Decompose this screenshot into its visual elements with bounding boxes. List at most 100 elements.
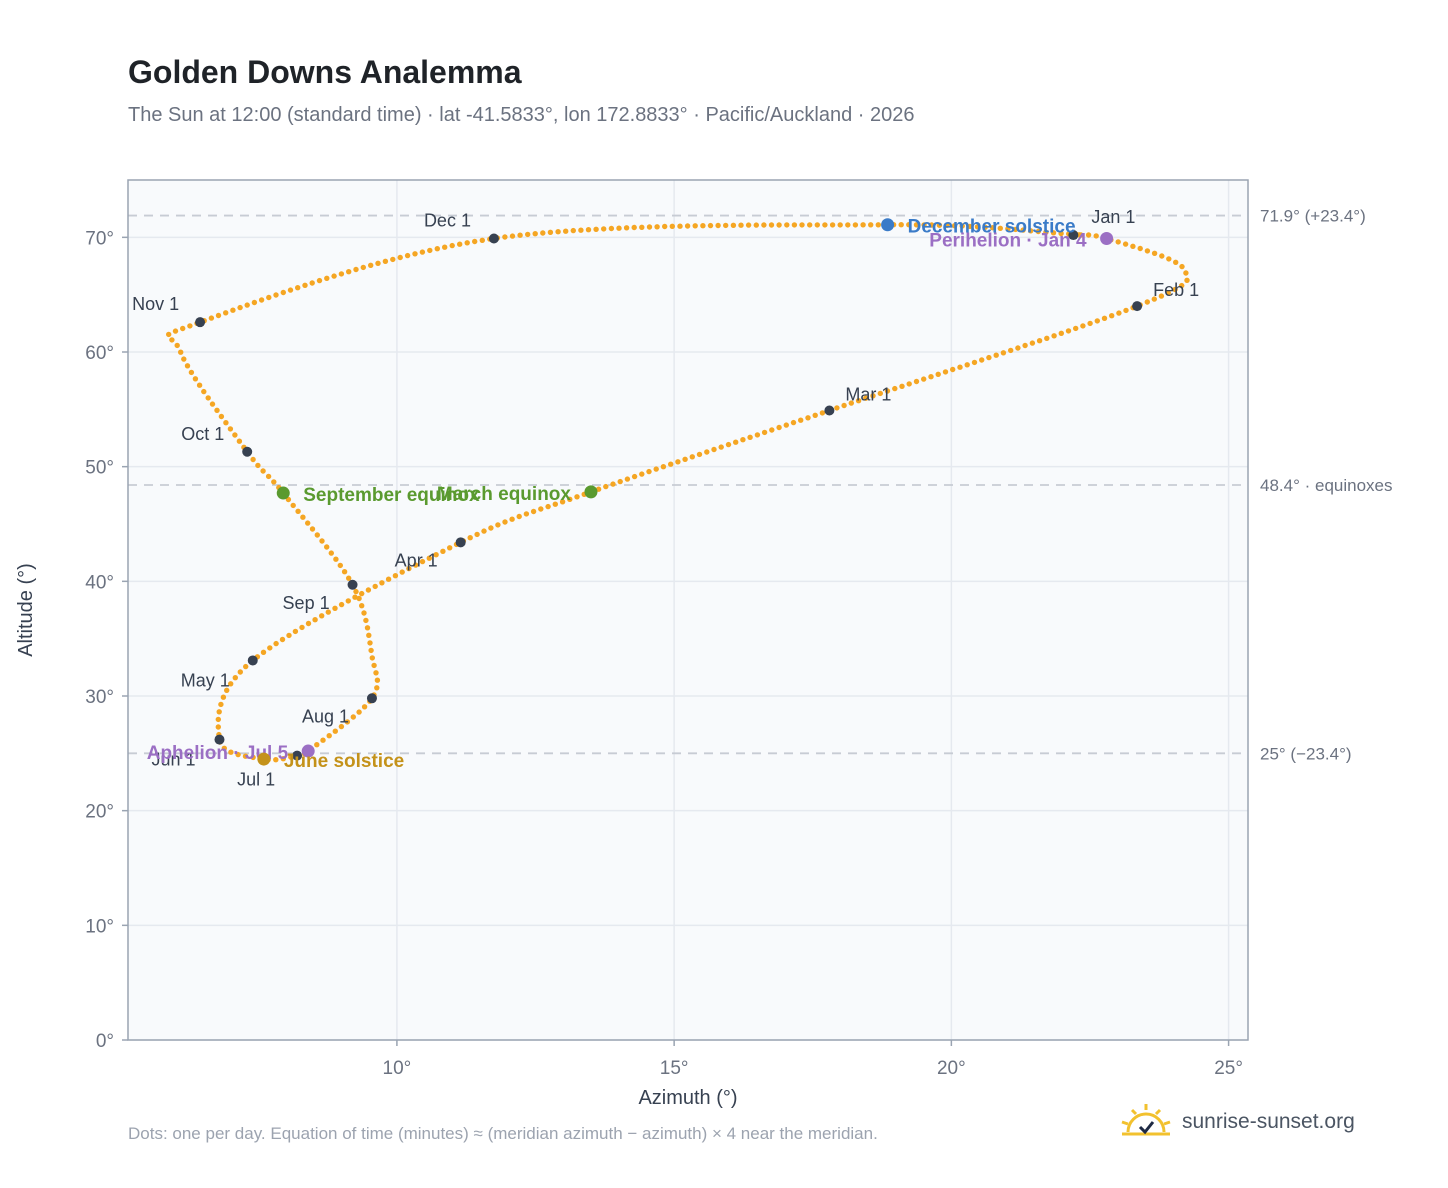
daily-dot xyxy=(1029,340,1036,346)
daily-dot xyxy=(314,532,320,538)
daily-dot xyxy=(1085,232,1092,238)
daily-dot xyxy=(1166,256,1172,262)
daily-dot xyxy=(464,240,470,246)
daily-dot xyxy=(227,426,234,432)
daily-dot xyxy=(768,222,775,228)
daily-dot xyxy=(353,588,359,595)
daily-dot xyxy=(715,222,721,229)
daily-dot xyxy=(364,625,371,631)
daily-dot xyxy=(209,401,216,407)
daily-dot xyxy=(1022,342,1028,349)
daily-dot xyxy=(374,685,380,691)
month-marker-label: Sep 1 xyxy=(283,593,330,613)
event-marker-label: December solstice xyxy=(908,217,1076,238)
daily-dot xyxy=(863,395,869,401)
daily-dot xyxy=(302,282,308,288)
daily-dot xyxy=(273,292,279,298)
axis-ticks: 10° 15° 20° 25° 0° 10° 20° 30° 40° 50° 60° 70° xyxy=(85,228,1243,1079)
x-tick-label: 20° xyxy=(937,1058,966,1079)
daily-dot xyxy=(509,516,515,522)
daily-dot xyxy=(180,325,186,332)
daily-dot xyxy=(363,617,369,624)
daily-dot xyxy=(1122,241,1129,247)
daily-dot xyxy=(993,352,999,358)
daily-dot xyxy=(516,513,522,520)
daily-dot xyxy=(1184,277,1190,283)
daily-dot xyxy=(892,385,898,392)
daily-dot xyxy=(223,420,229,426)
daily-dot xyxy=(875,222,881,228)
daily-dot xyxy=(870,393,876,399)
daily-dot xyxy=(172,328,179,334)
daily-dot xyxy=(1087,320,1093,327)
chart-subtitle: The Sun at 12:00 (standard time) · lat -… xyxy=(128,104,915,126)
daily-dot xyxy=(559,499,566,505)
daily-dot xyxy=(704,449,710,455)
daily-dot xyxy=(279,636,286,643)
daily-dot xyxy=(1123,307,1129,314)
daily-dot xyxy=(1165,290,1172,296)
brand-logo[interactable]: sunrise-sunset.org xyxy=(1120,1100,1355,1144)
daily-dot xyxy=(1179,282,1185,289)
event-marker-dot xyxy=(881,218,895,232)
daily-dot xyxy=(617,478,623,485)
month-marker-label: Aug 1 xyxy=(302,706,349,726)
daily-dot xyxy=(574,494,580,500)
daily-dot xyxy=(260,649,267,655)
daily-dot xyxy=(280,289,286,296)
x-tick-label: 10° xyxy=(383,1058,412,1079)
daily-dot xyxy=(474,531,480,538)
daily-dot xyxy=(399,569,405,575)
daily-dot xyxy=(467,535,473,541)
daily-dot xyxy=(305,520,311,526)
daily-dot xyxy=(457,241,463,247)
y-tick-label: 0° xyxy=(96,1031,114,1052)
daily-dot xyxy=(753,222,759,228)
event-marker-dot xyxy=(1100,231,1114,245)
daily-dot xyxy=(837,222,843,228)
daily-dot xyxy=(356,709,362,715)
daily-dot xyxy=(563,228,569,234)
daily-dot xyxy=(578,227,584,233)
daily-dot xyxy=(320,737,326,743)
daily-dot xyxy=(669,223,675,229)
daily-dot xyxy=(345,598,351,604)
daily-dot xyxy=(692,223,698,229)
daily-dot xyxy=(616,225,622,231)
daily-dot xyxy=(1137,245,1143,252)
y-axis-label: Altitude (°) xyxy=(15,563,37,657)
daily-dot xyxy=(250,456,256,463)
daily-dot xyxy=(319,538,325,544)
reference-line-label: 48.4° · equinoxes xyxy=(1260,476,1393,495)
daily-dot xyxy=(326,733,332,739)
daily-dot xyxy=(178,349,184,355)
daily-dot xyxy=(730,222,737,228)
daily-dot xyxy=(1080,323,1086,329)
daily-dot xyxy=(382,258,389,264)
daily-dot xyxy=(812,412,818,418)
daily-dot xyxy=(360,264,366,271)
daily-dot xyxy=(216,709,222,715)
daily-dot xyxy=(218,701,224,708)
y-tick-label: 10° xyxy=(85,916,114,937)
daily-dot xyxy=(725,441,732,448)
daily-dot xyxy=(696,451,703,458)
daily-dot xyxy=(951,223,958,229)
daily-dot xyxy=(502,234,508,240)
daily-dot xyxy=(653,466,659,472)
daily-dot xyxy=(689,454,695,460)
daily-dot xyxy=(352,594,358,600)
month-marker-dot xyxy=(1068,230,1079,241)
month-marker-label: Jun 1 xyxy=(151,750,195,770)
daily-dot xyxy=(517,232,523,238)
daily-dot xyxy=(214,407,220,413)
daily-dot xyxy=(369,655,375,661)
daily-dot xyxy=(447,545,453,551)
daily-dot xyxy=(738,222,744,228)
month-marker-label: Oct 1 xyxy=(181,424,224,444)
daily-dot xyxy=(449,242,455,249)
daily-dot xyxy=(532,231,538,237)
daily-dot xyxy=(290,502,296,509)
daily-dot xyxy=(1050,230,1057,236)
daily-dot xyxy=(1058,230,1064,237)
